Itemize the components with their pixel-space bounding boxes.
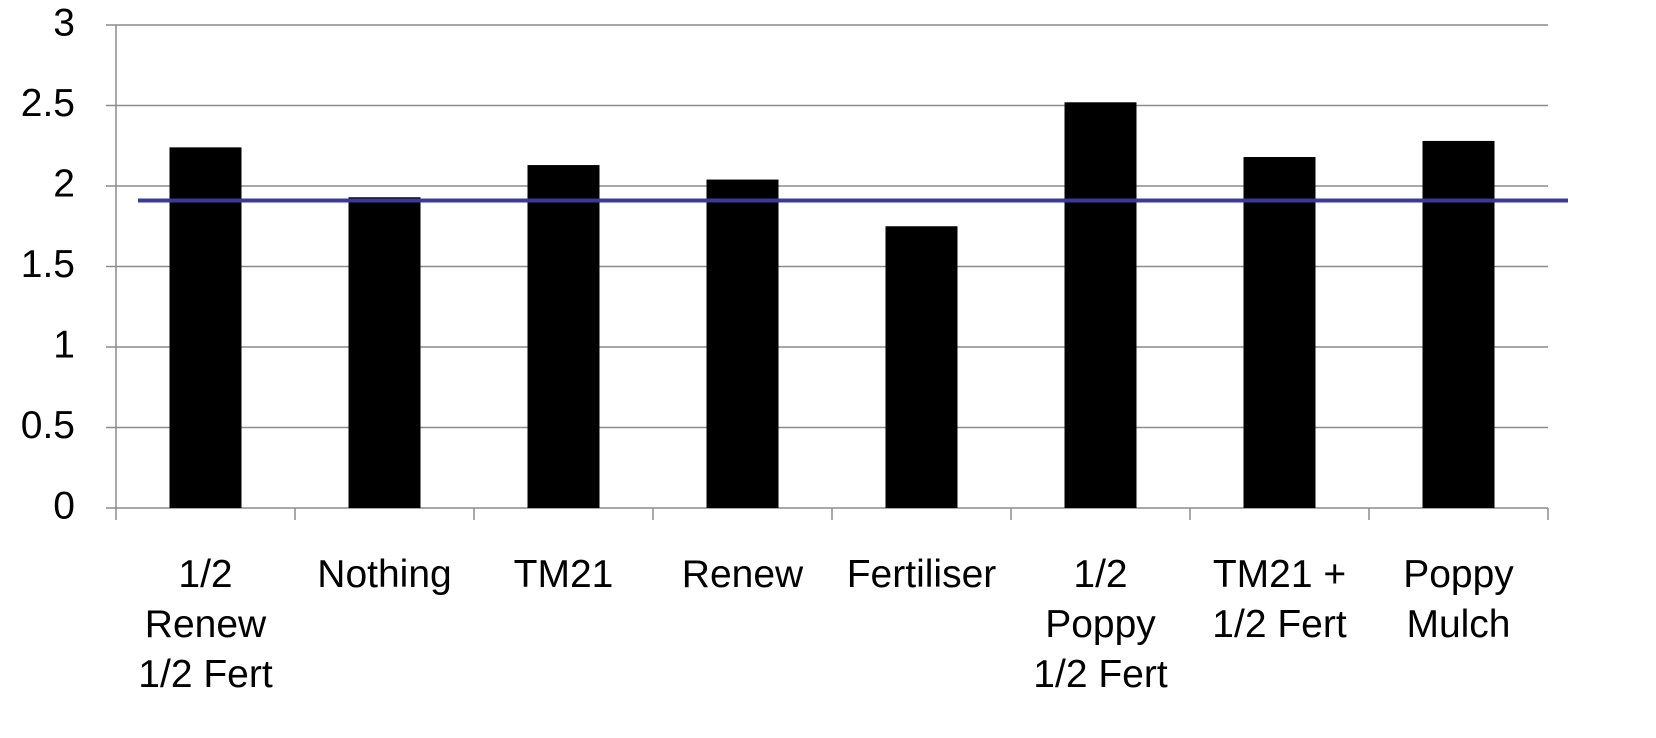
- x-tick-label: Nothing: [317, 553, 451, 596]
- bar: [169, 147, 242, 509]
- x-tick-label: Renew: [682, 553, 804, 596]
- y-tick-label: 3: [53, 1, 75, 44]
- y-tick-label: 0.5: [21, 404, 75, 447]
- bar: [1064, 102, 1137, 508]
- x-tick-label: 1/2 Renew 1/2 Fert: [138, 553, 273, 696]
- bar: [1243, 157, 1316, 508]
- bar: [706, 179, 779, 508]
- bar: [1422, 140, 1495, 509]
- y-tick-label: 2: [53, 162, 75, 205]
- y-tick-label: 1: [53, 323, 75, 366]
- bar: [885, 226, 958, 508]
- y-tick-label: 0: [53, 484, 75, 527]
- y-tick-label: 1.5: [21, 243, 75, 286]
- x-tick-label: Poppy Mulch: [1403, 553, 1514, 646]
- x-tick-label: TM21 +1/2 Fert: [1212, 553, 1347, 646]
- x-tick-label: 1/2 Poppy 1/2 Fert: [1033, 553, 1168, 696]
- bar: [527, 165, 600, 508]
- y-tick-label: 2.5: [21, 82, 75, 125]
- x-tick-label: Fertiliser: [847, 553, 997, 596]
- bar: [348, 197, 421, 508]
- x-tick-label: TM21: [514, 553, 614, 596]
